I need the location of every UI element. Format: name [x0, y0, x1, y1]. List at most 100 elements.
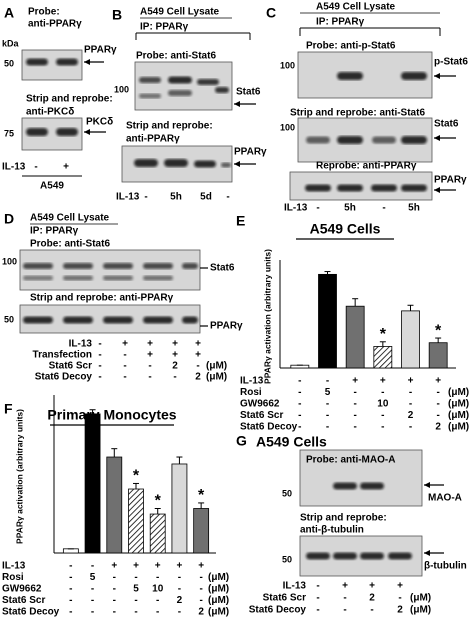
unit-label: (μM) — [448, 399, 469, 410]
lane-value: - — [381, 422, 384, 433]
lane-value: - — [298, 376, 301, 387]
lane-value: - — [69, 572, 72, 583]
unit-label: (μM) — [206, 372, 227, 383]
lane-value: 5 — [133, 584, 139, 595]
lane-value: 2 — [408, 410, 414, 421]
lane-value: - — [113, 595, 116, 606]
panel-letter: B — [112, 7, 122, 23]
label: anti-PPARγ — [28, 19, 82, 30]
band — [56, 128, 78, 136]
lane-value: - — [196, 361, 199, 372]
lane-value: - — [398, 593, 401, 604]
band — [194, 160, 216, 168]
panel-letter: A — [4, 5, 14, 21]
significance-marker: * — [435, 322, 442, 339]
arrow-head — [84, 129, 90, 135]
label: 50 — [282, 554, 292, 564]
lane-value: - — [91, 595, 94, 606]
lane-value: - — [113, 584, 116, 595]
lane-value: - — [178, 584, 181, 595]
label: Probe: anti-MAO-A — [306, 455, 395, 466]
band-label: MAO-A — [428, 493, 462, 504]
label: 100 — [114, 84, 129, 94]
band — [333, 552, 357, 560]
lane-value: + — [172, 350, 178, 361]
band — [197, 79, 219, 85]
lane-value: - — [156, 607, 159, 617]
lane-value: - — [91, 607, 94, 617]
lane-value: - — [69, 595, 72, 606]
lane-value: - — [316, 581, 319, 592]
label: Probe: — [28, 7, 60, 18]
row-label: Stat6 Scr — [240, 410, 283, 421]
label: Strip and reprobe: — [26, 94, 113, 105]
lane-value: - — [353, 422, 356, 433]
band — [103, 316, 133, 324]
band — [63, 316, 93, 324]
band — [26, 58, 48, 66]
band — [221, 162, 231, 168]
band — [371, 184, 397, 192]
unit-label: (μM) — [410, 605, 431, 616]
bar — [428, 342, 448, 369]
arrow-head — [84, 59, 90, 65]
band — [215, 87, 229, 93]
band-label: PPARγ — [84, 45, 117, 56]
lane-value: 2 — [369, 593, 375, 604]
band — [305, 184, 331, 192]
bar — [318, 273, 337, 369]
lane-value: - — [148, 361, 151, 372]
band — [63, 263, 93, 269]
lane-value: - — [134, 595, 137, 606]
label: Reprobe: anti-PPARγ — [316, 161, 417, 172]
band — [134, 159, 158, 167]
unit-label: (μM) — [448, 387, 469, 398]
lane-value: - — [370, 605, 373, 616]
lane-value: + — [195, 350, 201, 361]
arrow-head — [234, 101, 240, 107]
lane-value: - — [98, 339, 101, 350]
label: 100 — [280, 122, 295, 132]
label: anti-PKCδ — [26, 107, 74, 118]
row-label: Stat6 Scr — [263, 593, 306, 604]
row-label: Rosi — [240, 387, 262, 398]
lane-value: + — [342, 581, 348, 592]
lane-value: + — [195, 339, 201, 350]
row-label: Stat6 Decoy — [249, 605, 307, 616]
lane-value: 5d — [200, 192, 212, 203]
band — [143, 275, 173, 281]
label: 75 — [4, 128, 14, 138]
lane-value: - — [298, 399, 301, 410]
bar — [106, 456, 123, 554]
bar — [345, 305, 365, 369]
band — [143, 316, 173, 324]
lane-value: - — [113, 572, 116, 583]
band-label: PPARγ — [234, 147, 267, 158]
band-label: PKCδ — [86, 117, 113, 128]
lane-value: - — [123, 361, 126, 372]
lane-value: 5 — [90, 572, 96, 583]
lane-value: - — [298, 387, 301, 398]
row-label: Stat6 Decoy — [35, 372, 93, 383]
lane-value: + — [397, 581, 403, 592]
row-label: IL-13 — [283, 581, 307, 592]
lane-value: - — [316, 605, 319, 616]
lane-value: - — [123, 350, 126, 361]
band — [337, 184, 363, 192]
arrow-head — [424, 550, 430, 556]
lane-value: 5h — [344, 203, 356, 214]
band — [103, 275, 133, 281]
band-label: PPARγ — [434, 175, 467, 186]
y-axis-label: PPARγ activation (arbitrary units) — [14, 409, 24, 544]
lane-value: - — [226, 192, 229, 203]
row-label: GW9662 — [240, 399, 280, 410]
lane-value: 2 — [172, 361, 178, 372]
band — [401, 136, 427, 144]
lane-value: - — [69, 584, 72, 595]
lane-value: + — [369, 581, 375, 592]
lane-value: - — [409, 422, 412, 433]
band-label: Stat6 — [434, 119, 459, 130]
lane-value: 5h — [408, 203, 420, 214]
lane-value: 2 — [177, 595, 183, 606]
